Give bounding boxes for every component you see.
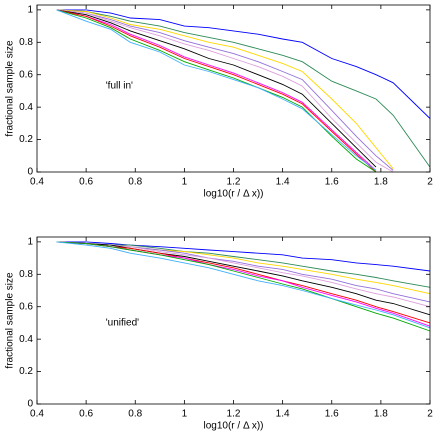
series-line <box>56 241 431 327</box>
x-tick-label: 1.4 <box>276 409 290 420</box>
annotation: 'unified' <box>106 318 139 329</box>
series-line <box>56 241 431 288</box>
series-line <box>56 241 431 329</box>
series-line <box>56 9 377 171</box>
x-tick-label: 0.4 <box>30 409 44 420</box>
y-tick-label: 0 <box>27 167 33 178</box>
series-line <box>56 241 431 316</box>
y-tick-label: 0.4 <box>19 102 33 113</box>
x-tick-label: 2 <box>427 409 433 420</box>
series-line <box>56 9 431 168</box>
x-tick-label: 0.4 <box>30 177 44 188</box>
x-tick-label: 1.6 <box>325 409 339 420</box>
series-line <box>56 241 431 324</box>
x-tick-label: 1.6 <box>325 177 339 188</box>
series-line <box>56 9 431 119</box>
x-tick-label: 0.8 <box>128 409 142 420</box>
y-tick-label: 0 <box>27 399 33 410</box>
y-axis-label: fractional sample size <box>5 40 16 137</box>
x-tick-label: 0.8 <box>128 177 142 188</box>
x-tick-label: 1 <box>182 177 188 188</box>
series-line <box>56 9 377 173</box>
y-tick-label: 0.6 <box>19 69 33 80</box>
series-line <box>56 9 394 173</box>
series-line <box>56 241 431 308</box>
x-tick-label: 1.2 <box>227 409 241 420</box>
x-tick-label: 2 <box>427 177 433 188</box>
axes-frame <box>36 236 431 405</box>
y-tick-label: 1 <box>27 237 33 248</box>
x-axis-label: log10(r / Δ x)) <box>203 189 263 200</box>
x-axis-label: log10(r / Δ x)) <box>203 421 263 432</box>
series-line <box>56 241 431 272</box>
y-tick-label: 0.2 <box>19 366 33 377</box>
series-line <box>56 9 377 171</box>
series-line <box>56 9 377 173</box>
series-line <box>56 9 394 171</box>
axes-frame <box>36 4 431 173</box>
x-tick-label: 1.8 <box>374 409 388 420</box>
x-tick-label: 1.4 <box>276 177 290 188</box>
series-line <box>56 9 394 170</box>
y-tick-label: 0.2 <box>19 134 33 145</box>
x-tick-label: 1.2 <box>227 177 241 188</box>
y-tick-label: 0.8 <box>19 37 33 48</box>
y-tick-label: 0.8 <box>19 269 33 280</box>
y-tick-label: 0.6 <box>19 301 33 312</box>
series-line <box>56 9 377 168</box>
y-tick-label: 0.4 <box>19 334 33 345</box>
annotation: 'full in' <box>106 81 133 92</box>
series-line <box>56 241 431 332</box>
x-tick-label: 1.8 <box>374 177 388 188</box>
y-tick-label: 1 <box>27 5 33 16</box>
x-tick-label: 0.6 <box>79 409 93 420</box>
y-axis-label: fractional sample size <box>5 272 16 369</box>
x-tick-label: 0.6 <box>79 177 93 188</box>
x-tick-label: 1 <box>182 409 188 420</box>
